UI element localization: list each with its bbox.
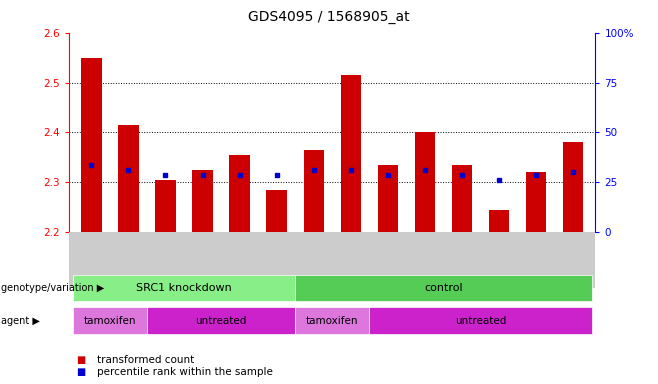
Bar xyxy=(230,155,250,232)
Bar xyxy=(341,75,361,232)
Text: untreated: untreated xyxy=(195,316,247,326)
Bar xyxy=(452,165,472,232)
Text: GDS4095 / 1568905_at: GDS4095 / 1568905_at xyxy=(248,10,410,23)
Bar xyxy=(118,125,139,232)
Text: ■: ■ xyxy=(76,367,85,377)
Text: ■: ■ xyxy=(76,355,85,365)
Text: tamoxifen: tamoxifen xyxy=(84,316,136,326)
Text: genotype/variation ▶: genotype/variation ▶ xyxy=(1,283,105,293)
Bar xyxy=(303,150,324,232)
Bar xyxy=(155,180,176,232)
Text: percentile rank within the sample: percentile rank within the sample xyxy=(97,367,272,377)
Bar xyxy=(81,58,101,232)
Text: agent ▶: agent ▶ xyxy=(1,316,40,326)
Text: control: control xyxy=(424,283,463,293)
Bar xyxy=(526,172,546,232)
Text: tamoxifen: tamoxifen xyxy=(306,316,359,326)
Bar xyxy=(192,170,213,232)
Bar xyxy=(378,165,398,232)
Text: SRC1 knockdown: SRC1 knockdown xyxy=(136,283,232,293)
Text: transformed count: transformed count xyxy=(97,355,194,365)
Bar xyxy=(563,142,584,232)
Bar xyxy=(489,210,509,232)
Text: untreated: untreated xyxy=(455,316,506,326)
Bar xyxy=(415,132,435,232)
Bar xyxy=(266,190,287,232)
